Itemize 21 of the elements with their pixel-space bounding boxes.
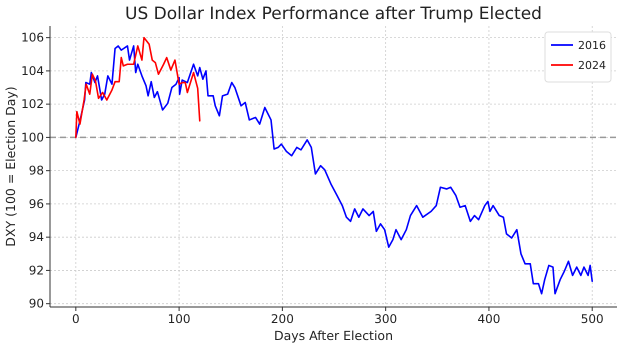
y-tick-label: 94	[28, 230, 44, 244]
x-tick-label: 100	[168, 312, 191, 326]
x-tick-label: 400	[477, 312, 500, 326]
y-tick-label: 106	[21, 30, 44, 45]
x-tick-label: 200	[270, 312, 294, 326]
y-tick-label: 90	[28, 296, 44, 311]
y-tick-label: 98	[28, 164, 44, 178]
chart-title: US Dollar Index Performance after Trump Elected	[125, 4, 542, 24]
legend-label: 2016	[578, 39, 606, 52]
y-tick-label: 100	[21, 130, 44, 144]
x-tick-label: 0	[72, 312, 80, 326]
x-tick-label: 500	[580, 312, 604, 326]
x-tick-label: 300	[374, 312, 398, 326]
y-tick-label: 102	[21, 97, 44, 112]
y-tick-label: 104	[21, 64, 44, 78]
legend-label: 2024	[578, 59, 606, 72]
y-tick-label: 92	[28, 263, 44, 278]
x-axis-title: Days After Election	[274, 328, 394, 343]
line-series	[75, 36, 201, 138]
y-axis-title: DXY (100 = Election Day)	[3, 86, 18, 247]
y-tick-label: 96	[28, 196, 44, 211]
